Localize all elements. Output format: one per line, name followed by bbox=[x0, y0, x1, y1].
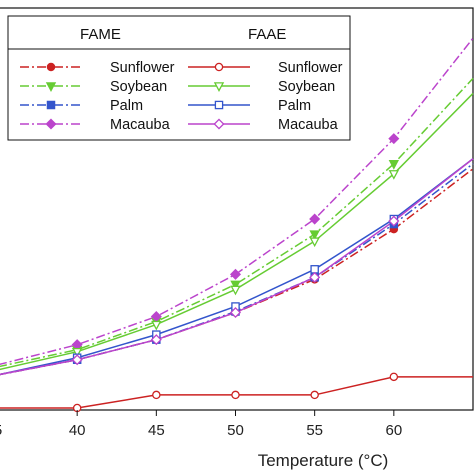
legend-label: Sunflower bbox=[278, 60, 343, 76]
legend: FAME FAAE Sunflower Soybean Palm Macauba Sunfl… bbox=[7, 15, 351, 141]
legend-label: Soybean bbox=[278, 79, 335, 95]
data-point-fame-soybean bbox=[230, 280, 241, 291]
x-tick-label: 60 bbox=[385, 422, 402, 439]
legend-label: Macauba bbox=[278, 117, 339, 133]
legend-label: Palm bbox=[278, 98, 311, 114]
legend-group-title: FAME bbox=[80, 26, 121, 43]
legend-marker bbox=[213, 82, 225, 92]
data-point-faae-macauba bbox=[71, 354, 83, 366]
data-point-fame-macauba bbox=[309, 213, 321, 225]
series-line-fame-palm bbox=[0, 163, 474, 376]
x-tick-label: 5 bbox=[0, 422, 2, 439]
x-tick-label: 45 bbox=[148, 422, 165, 439]
data-point-faae-macauba bbox=[229, 306, 242, 319]
data-point-faae-soybean bbox=[230, 285, 241, 296]
legend-label: Palm bbox=[110, 98, 143, 114]
legend-marker bbox=[213, 118, 225, 130]
data-point-faae-macauba bbox=[150, 334, 162, 346]
data-point-faae-sunflower bbox=[389, 372, 399, 382]
x-axis-ticks: 5 40 45 50 55 60 bbox=[0, 410, 402, 439]
data-point-fame-macauba bbox=[388, 133, 400, 145]
legend-label: Soybean bbox=[110, 79, 167, 95]
legend-box bbox=[7, 15, 351, 141]
x-tick-label: 55 bbox=[306, 422, 323, 439]
data-point-faae-sunflower bbox=[152, 390, 161, 400]
legend-label: Macauba bbox=[110, 117, 171, 133]
legend-marker bbox=[45, 82, 57, 92]
series-markers bbox=[71, 133, 400, 413]
data-point-faae-palm bbox=[310, 265, 319, 274]
x-tick-label: 50 bbox=[227, 422, 244, 439]
legend-marker bbox=[46, 100, 56, 110]
data-point-faae-soybean bbox=[151, 320, 162, 331]
data-point-fame-macauba bbox=[229, 268, 242, 280]
data-point-faae-macauba bbox=[388, 215, 400, 227]
data-point-faae-sunflower bbox=[310, 390, 319, 400]
legend-label: Sunflower bbox=[110, 60, 175, 76]
series-line-faae-palm bbox=[0, 158, 474, 376]
data-point-faae-sunflower bbox=[231, 390, 240, 400]
data-point-faae-soybean bbox=[309, 237, 320, 248]
legend-marker bbox=[45, 118, 57, 130]
x-tick-label: 40 bbox=[69, 422, 86, 439]
data-point-fame-soybean bbox=[309, 230, 320, 241]
data-point-fame-soybean bbox=[388, 160, 400, 170]
data-point-faae-soybean bbox=[71, 347, 83, 358]
data-point-faae-macauba bbox=[309, 271, 321, 283]
legend-marker bbox=[214, 62, 224, 72]
data-point-faae-soybean bbox=[388, 170, 400, 180]
legend-marker bbox=[46, 62, 56, 72]
legend-group-title: FAAE bbox=[248, 26, 286, 43]
legend-marker bbox=[214, 100, 224, 110]
series-line-faae-macauba bbox=[0, 158, 474, 376]
x-axis-title: Temperature (°C) bbox=[258, 451, 389, 470]
